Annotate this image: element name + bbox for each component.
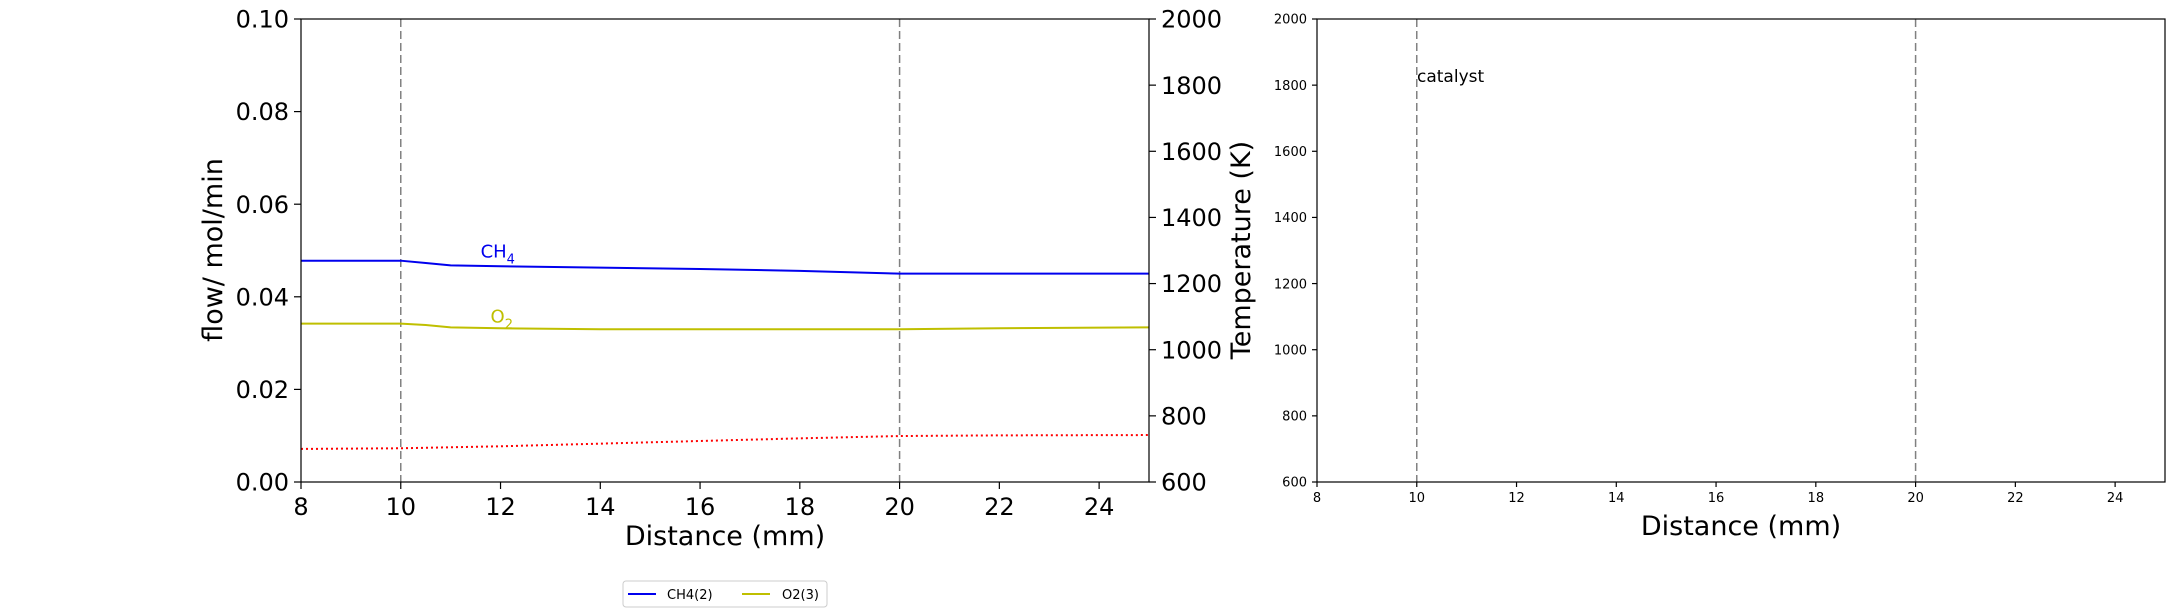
y-tick-label: 600 [1282, 476, 1307, 491]
right-plot-frame [1316, 18, 2166, 483]
y2-tick-label: 2000 [1161, 6, 1222, 34]
left-plot-panel: 8 10 12 14 16 18 20 22 24 0.000.020.040.060.080.… [198, 6, 1257, 552]
catalyst-annotation: catalyst [1417, 67, 1484, 87]
left-plot-frame [300, 18, 1150, 483]
right-plot-panel: 8 10 12 14 16 18 20 22 24 600 800 1000 1200 1400 1600… [1274, 13, 2166, 542]
y2-tick-label: 1400 [1161, 204, 1222, 232]
x-tick-label: 20 [884, 493, 915, 521]
x-tick-label: 18 [1808, 491, 1825, 506]
right-y-axis-ticks: 600 800 1000 1200 1400 1600 1800 2000 [1274, 13, 1317, 491]
x-tick-label: 22 [984, 493, 1015, 521]
left-y-axis-label: flow/ mol/min [198, 158, 229, 342]
y2-tick-label: 1200 [1161, 270, 1222, 298]
y2-tick-label: 1600 [1161, 138, 1222, 166]
x-tick-label: 14 [585, 493, 616, 521]
y-tick-label: 1400 [1274, 211, 1307, 226]
y-tick-label: 0.06 [236, 191, 289, 219]
y-tick-label: 1600 [1274, 145, 1307, 160]
y-tick-label: 1000 [1274, 343, 1307, 358]
x-tick-label: 20 [1907, 491, 1924, 506]
x-tick-label: 10 [1408, 491, 1425, 506]
x-tick-label: 22 [2007, 491, 2024, 506]
x-tick-label: 8 [1313, 491, 1321, 506]
left-y-axis-ticks: 0.00 0.02 0.04 0.06 0.08 0.10 [236, 6, 301, 497]
left-y2-axis-ticks: 600 800 1000 1200 1400 1600 1800 2000 [1149, 6, 1222, 497]
legend-frame [622, 580, 828, 608]
series-line-ch4-2- [301, 259, 1149, 275]
y2-tick-label: 600 [1161, 469, 1207, 497]
x-tick-label: 10 [385, 493, 416, 521]
left-x-axis-ticks: 8 10 12 14 16 18 20 22 24 [293, 482, 1114, 521]
x-tick-label: 24 [1084, 493, 1115, 521]
y2-tick-label: 800 [1161, 402, 1207, 430]
x-tick-label: 8 [293, 493, 308, 521]
y2-tick-label: 1800 [1161, 72, 1222, 100]
series-label-o2-3-: O2 [491, 306, 513, 332]
y-tick-label: 1800 [1274, 79, 1307, 94]
x-tick-label: 14 [1608, 491, 1625, 506]
temperature-line [301, 434, 1149, 450]
y-tick-label: 800 [1282, 410, 1307, 425]
right-x-axis-ticks: 8 10 12 14 16 18 20 22 24 [1313, 482, 2124, 506]
left-series-labels: CH4 O2 [481, 241, 515, 332]
y-tick-label: 0.02 [236, 376, 289, 404]
right-x-axis-label: Distance (mm) [1641, 511, 1841, 542]
right-catalyst-boundary-lines [1416, 19, 1917, 482]
series-line-o2-3- [301, 322, 1149, 331]
x-tick-label: 18 [785, 493, 816, 521]
y-tick-label: 1200 [1274, 277, 1307, 292]
series-label-ch4-2-: CH4 [481, 241, 515, 267]
x-tick-label: 24 [2107, 491, 2124, 506]
left-series-group [301, 259, 1149, 450]
legend: CH4(2) O2(3) [622, 580, 828, 608]
x-tick-label: 16 [685, 493, 716, 521]
y-tick-label: 0.08 [236, 98, 289, 126]
catalyst-boundary-lines [400, 19, 901, 482]
legend-label-ch4: CH4(2) [667, 588, 713, 603]
x-tick-label: 12 [1508, 491, 1525, 506]
y-tick-label: 2000 [1274, 13, 1307, 28]
x-tick-label: 12 [485, 493, 516, 521]
left-x-axis-label: Distance (mm) [625, 521, 825, 552]
legend-label-o2: O2(3) [782, 588, 819, 603]
y-tick-label: 0.04 [236, 283, 289, 311]
right-y-axis-label: Temperature (K) [1226, 141, 1257, 360]
y-tick-label: 0.00 [236, 469, 289, 497]
y2-tick-label: 1000 [1161, 336, 1222, 364]
y-tick-label: 0.10 [236, 6, 289, 34]
x-tick-label: 16 [1708, 491, 1725, 506]
